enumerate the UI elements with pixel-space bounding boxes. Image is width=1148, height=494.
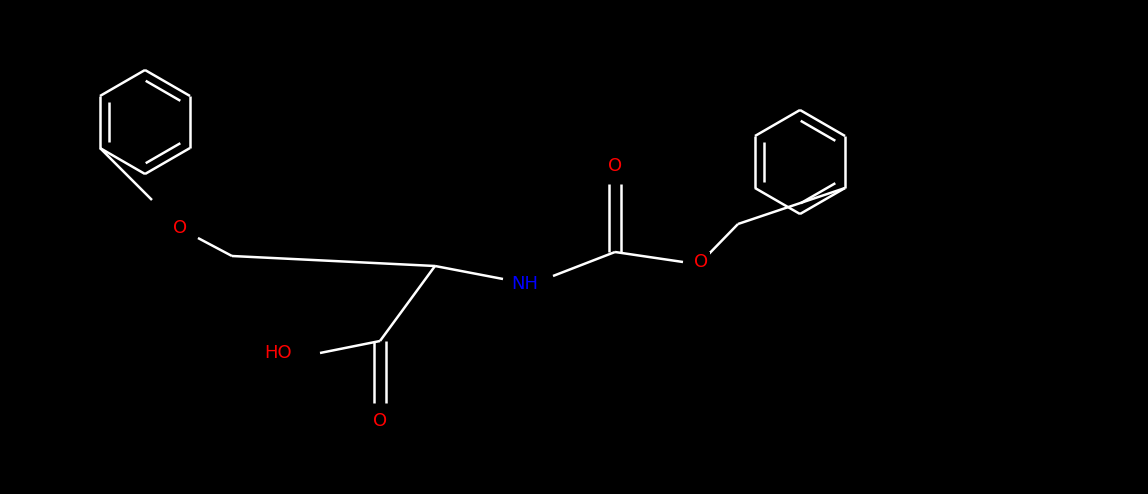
Text: O: O [693, 253, 708, 271]
Text: O: O [173, 219, 187, 237]
Text: O: O [373, 412, 387, 430]
Text: HO: HO [264, 344, 292, 362]
Text: O: O [608, 157, 622, 175]
Text: NH: NH [512, 275, 538, 293]
